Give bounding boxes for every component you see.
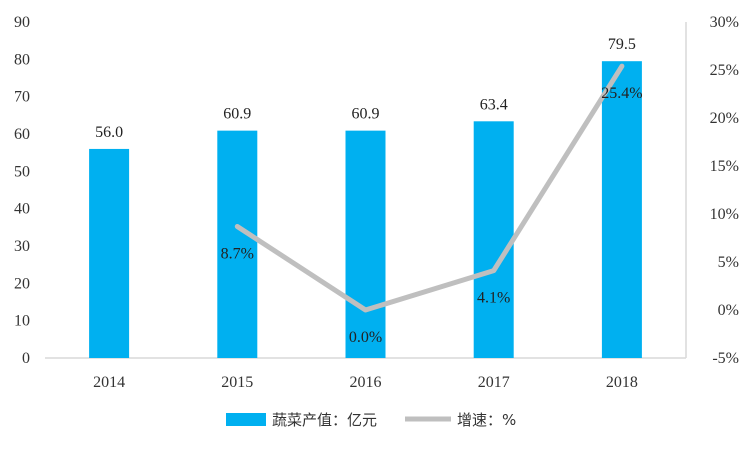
- y-right-tick-label: 20%: [710, 110, 739, 127]
- y-right-tick-label: -5%: [712, 350, 739, 367]
- bar-value-label: 63.4: [480, 96, 508, 113]
- y-right-tick-label: 0%: [718, 302, 739, 319]
- bar-value-label: 79.5: [608, 36, 636, 53]
- bar: [217, 130, 258, 358]
- line-series: [234, 63, 625, 313]
- data-labels: 56.0 60.9 60.9 63.4 79.5 8.7% 0.0% 4.1% 25.4%: [95, 36, 642, 346]
- axes: 0 10 20 30 40 50 60 70 80 90 -5% 0% 5% 10% 15% 20% 25% 30…: [14, 14, 739, 391]
- line-value-label: 8.7%: [221, 245, 254, 262]
- y-right-tick-label: 30%: [710, 14, 739, 31]
- y-left-tick-label: 40: [14, 201, 30, 218]
- bar: [345, 130, 386, 358]
- y-right-tick-label: 25%: [710, 62, 739, 79]
- y-left-tick-label: 10: [14, 313, 30, 330]
- legend-label-bar: 蔬菜产值：亿元: [272, 411, 377, 429]
- y-left-tick-label: 70: [14, 89, 30, 106]
- y-left-tick-label: 20: [14, 275, 30, 292]
- x-tick-label: 2014: [93, 374, 125, 391]
- bar-value-label: 60.9: [223, 106, 251, 123]
- y-left-tick-label: 80: [14, 51, 30, 68]
- y-right-tick-label: 15%: [710, 158, 739, 175]
- bar: [89, 148, 130, 358]
- bar: [473, 121, 514, 358]
- line-value-label: 0.0%: [349, 329, 382, 346]
- growth-line: [234, 63, 625, 313]
- legend-swatch-bar: [226, 413, 266, 426]
- x-tick-label: 2015: [221, 374, 253, 391]
- x-tick-label: 2017: [478, 374, 510, 391]
- y-left-tick-label: 60: [14, 126, 30, 143]
- bar-series: [89, 61, 642, 358]
- y-right-tick-label: 5%: [718, 254, 739, 271]
- y-left-tick-label: 90: [14, 14, 30, 31]
- bar: [601, 61, 642, 358]
- legend: 蔬菜产值：亿元 增速：%: [226, 411, 516, 429]
- bar-value-label: 60.9: [352, 106, 380, 123]
- line-value-label: 25.4%: [601, 85, 642, 102]
- y-right-tick-label: 10%: [710, 206, 739, 223]
- y-left-tick-label: 30: [14, 238, 30, 255]
- legend-label-line: 增速：%: [457, 411, 516, 429]
- line-value-label: 4.1%: [477, 290, 510, 307]
- x-tick-label: 2018: [606, 374, 638, 391]
- y-left-tick-label: 50: [14, 163, 30, 180]
- x-tick-label: 2016: [350, 374, 382, 391]
- y-left-tick-label: 0: [22, 350, 30, 367]
- bar-value-label: 56.0: [95, 124, 123, 141]
